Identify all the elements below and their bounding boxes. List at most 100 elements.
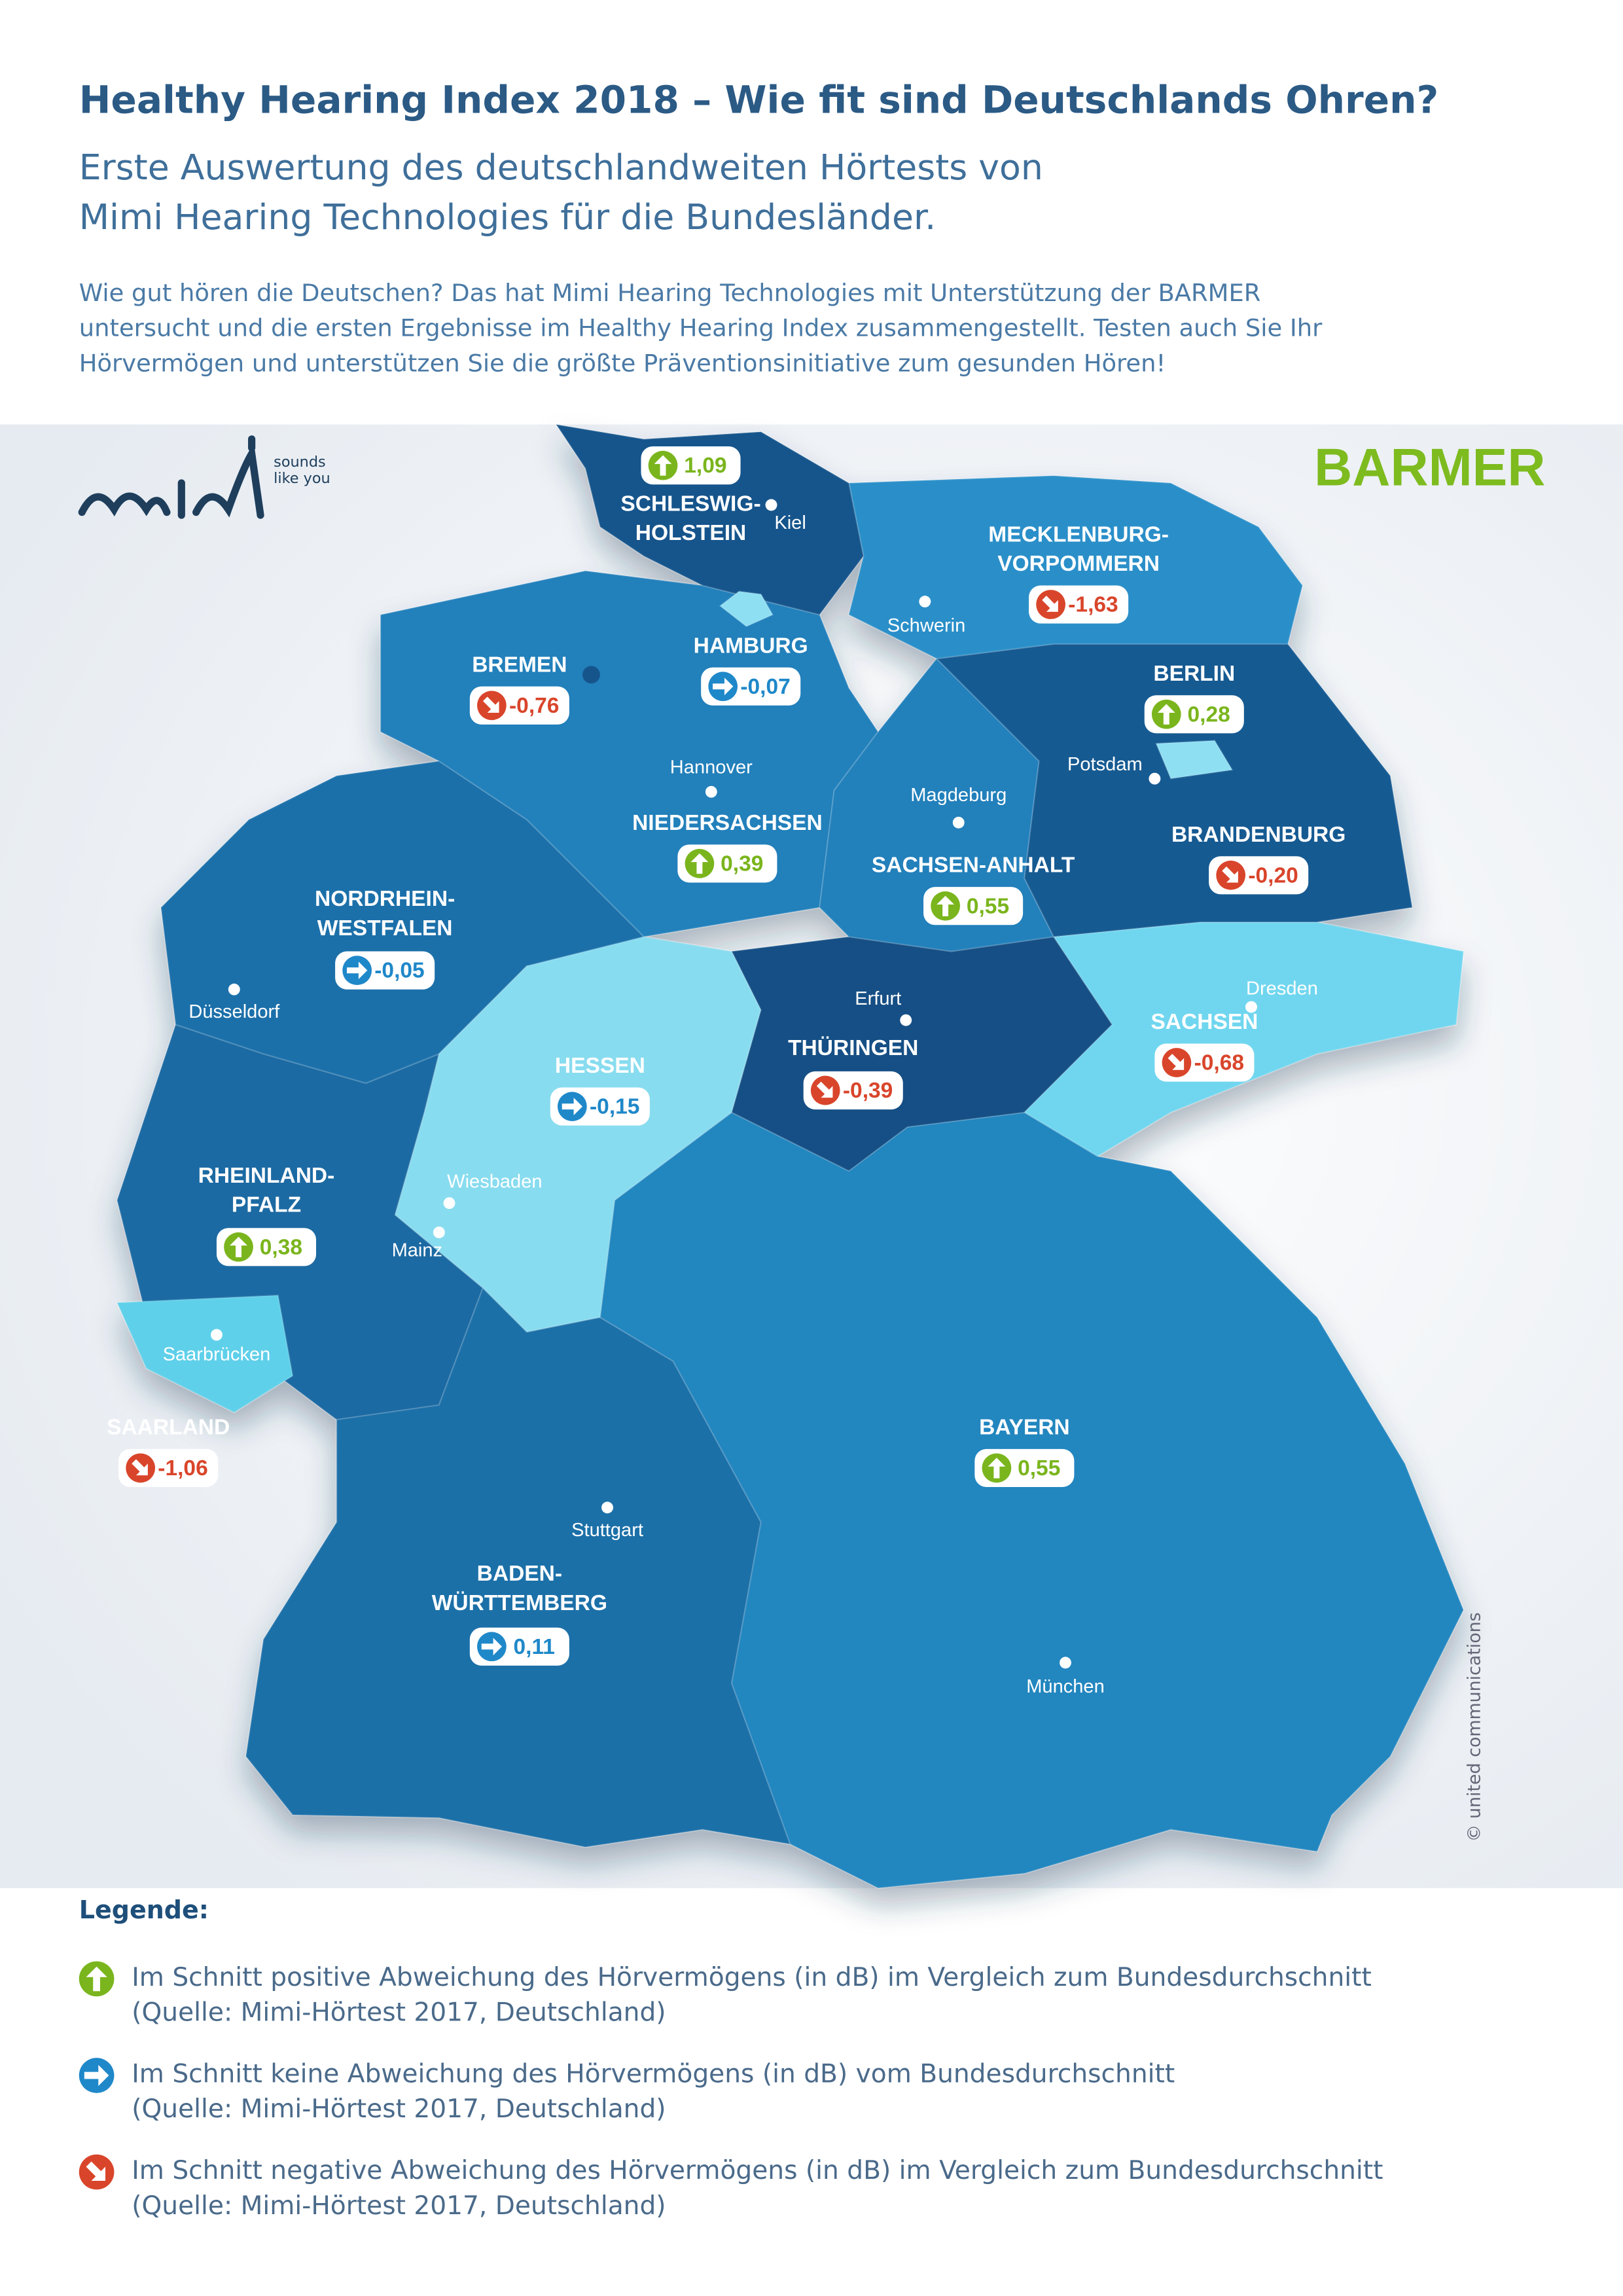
barmer-logo: BARMER xyxy=(1314,438,1545,497)
city-dot xyxy=(228,983,240,996)
state-name: BREMEN xyxy=(472,653,567,677)
state-value: -0,15 xyxy=(590,1095,639,1119)
city-dot xyxy=(705,785,717,798)
trend-arrow xyxy=(230,1236,247,1257)
labels: SCHLESWIG- HOLSTEIN 1,09 HAMBURG -0,07 BREMEN… xyxy=(79,446,1383,2221)
state-shape xyxy=(394,936,762,1333)
state-name: BRANDENBURG xyxy=(1171,823,1346,847)
trend-arrow xyxy=(86,1966,107,1992)
trend-arrow xyxy=(346,961,368,980)
legend-text: Im Schnitt keine Abweichung des Hörvermö… xyxy=(132,2059,1175,2089)
city-name: Kiel xyxy=(774,512,806,533)
intro: Wie gut hören die Deutschen? Das hat Mim… xyxy=(79,279,1261,307)
state-value: 0,11 xyxy=(514,1635,555,1659)
state-value: -0,05 xyxy=(374,959,424,983)
state-name: SAARLAND xyxy=(107,1415,230,1439)
credit: © united communications xyxy=(1465,1612,1485,1842)
state-value: -0,20 xyxy=(1248,863,1298,888)
legend-title: Legende: xyxy=(79,1895,209,1924)
mimi-logo: mimi sounds like you xyxy=(78,435,330,519)
state-name: NIEDERSACHSEN xyxy=(632,811,823,835)
trend-arrow xyxy=(654,455,672,476)
city-dot xyxy=(211,1329,223,1341)
intro: untersucht und die ersten Ergebnisse im … xyxy=(79,314,1323,342)
trend-arrow xyxy=(86,2161,106,2181)
state-name: MECKLENBURG- xyxy=(988,522,1169,547)
city-name: Wiesbaden xyxy=(447,1172,542,1193)
city-dot xyxy=(900,1014,912,1026)
subtitle: Erste Auswertung des deutschlandweiten H… xyxy=(79,147,1043,188)
state-shape xyxy=(116,1294,294,1414)
state-shape xyxy=(582,666,600,684)
city-name: Hannover xyxy=(670,757,753,778)
legend-text: (Quelle: Mimi-Hörtest 2017, Deutschland) xyxy=(132,1998,666,2028)
city-name: Erfurt xyxy=(855,988,901,1009)
state-value: 0,28 xyxy=(1188,702,1230,726)
city-name: Magdeburg xyxy=(910,785,1007,806)
city-dot xyxy=(765,499,777,511)
state-value: 0,55 xyxy=(1018,1456,1060,1480)
state-name: WÜRTTEMBERG xyxy=(432,1591,607,1615)
city-name: Saarbrücken xyxy=(163,1344,271,1365)
state-name: SACHSEN-ANHALT xyxy=(872,853,1075,878)
state-name: NORDRHEIN- xyxy=(315,887,455,911)
mimi-tagline: sounds xyxy=(274,454,326,471)
state-name: PFALZ xyxy=(232,1193,301,1217)
state-shape xyxy=(719,590,774,628)
city-name: Mainz xyxy=(392,1240,443,1261)
trend-arrow xyxy=(690,853,709,874)
trend-arrow xyxy=(481,1638,503,1656)
state-value: -0,76 xyxy=(509,694,559,718)
city-name: Schwerin xyxy=(887,615,966,636)
state-name: BADEN- xyxy=(477,1562,562,1586)
map xyxy=(116,423,1465,1889)
state-name: THÜRINGEN xyxy=(788,1036,918,1060)
city-dot xyxy=(919,596,931,608)
state-name: HOLSTEIN xyxy=(635,521,747,545)
state-name: HAMBURG xyxy=(694,634,808,658)
legend-text: (Quelle: Mimi-Hörtest 2017, Deutschland) xyxy=(132,2094,666,2124)
trend-arrow xyxy=(482,696,499,713)
mimi-mark xyxy=(78,435,264,519)
city-name: München xyxy=(1026,1676,1105,1697)
trend-arrow xyxy=(988,1458,1006,1479)
state-value: -1,63 xyxy=(1068,593,1118,617)
state-value: -0,68 xyxy=(1194,1051,1244,1075)
city-dot xyxy=(1245,1001,1257,1013)
state-name: SACHSEN xyxy=(1150,1010,1258,1034)
legend-text: (Quelle: Mimi-Hörtest 2017, Deutschland) xyxy=(132,2191,666,2221)
city-dot xyxy=(443,1197,455,1210)
state-value: -0,39 xyxy=(843,1079,893,1103)
state-value: 1,09 xyxy=(684,454,726,478)
city-name: Potsdam xyxy=(1067,754,1143,775)
trend-arrow xyxy=(816,1081,833,1098)
state-name: SCHLESWIG- xyxy=(620,492,760,516)
legend-text: Im Schnitt negative Abweichung des Hörve… xyxy=(132,2156,1383,2185)
intro: Hörvermögen und unterstützen Sie die grö… xyxy=(79,349,1166,377)
trend-arrow xyxy=(1168,1054,1185,1070)
mimi-tagline: like you xyxy=(274,470,330,487)
city-dot xyxy=(1060,1657,1071,1669)
city-dot xyxy=(952,816,965,829)
trend-arrow xyxy=(1222,866,1238,883)
city-dot xyxy=(601,1501,613,1514)
state-name: WESTFALEN xyxy=(317,916,453,941)
state-name: HESSEN xyxy=(555,1054,645,1078)
state-value: 0,39 xyxy=(721,852,763,876)
state-name: BAYERN xyxy=(979,1415,1070,1439)
state-shape xyxy=(554,423,865,616)
state-value: 0,55 xyxy=(967,894,1009,918)
state-value: 0,38 xyxy=(260,1235,302,1259)
trend-arrow xyxy=(1042,596,1058,612)
state-value: -1,06 xyxy=(158,1456,207,1480)
trend-arrow xyxy=(1157,704,1175,725)
city-name: Dresden xyxy=(1246,978,1318,999)
trend-arrow xyxy=(132,1459,148,1476)
state-value: -0,07 xyxy=(740,675,790,699)
state-name: BERLIN xyxy=(1153,662,1235,686)
state-shape xyxy=(847,475,1304,660)
trend-arrow xyxy=(84,2064,109,2087)
city-name: Stuttgart xyxy=(571,1520,643,1541)
